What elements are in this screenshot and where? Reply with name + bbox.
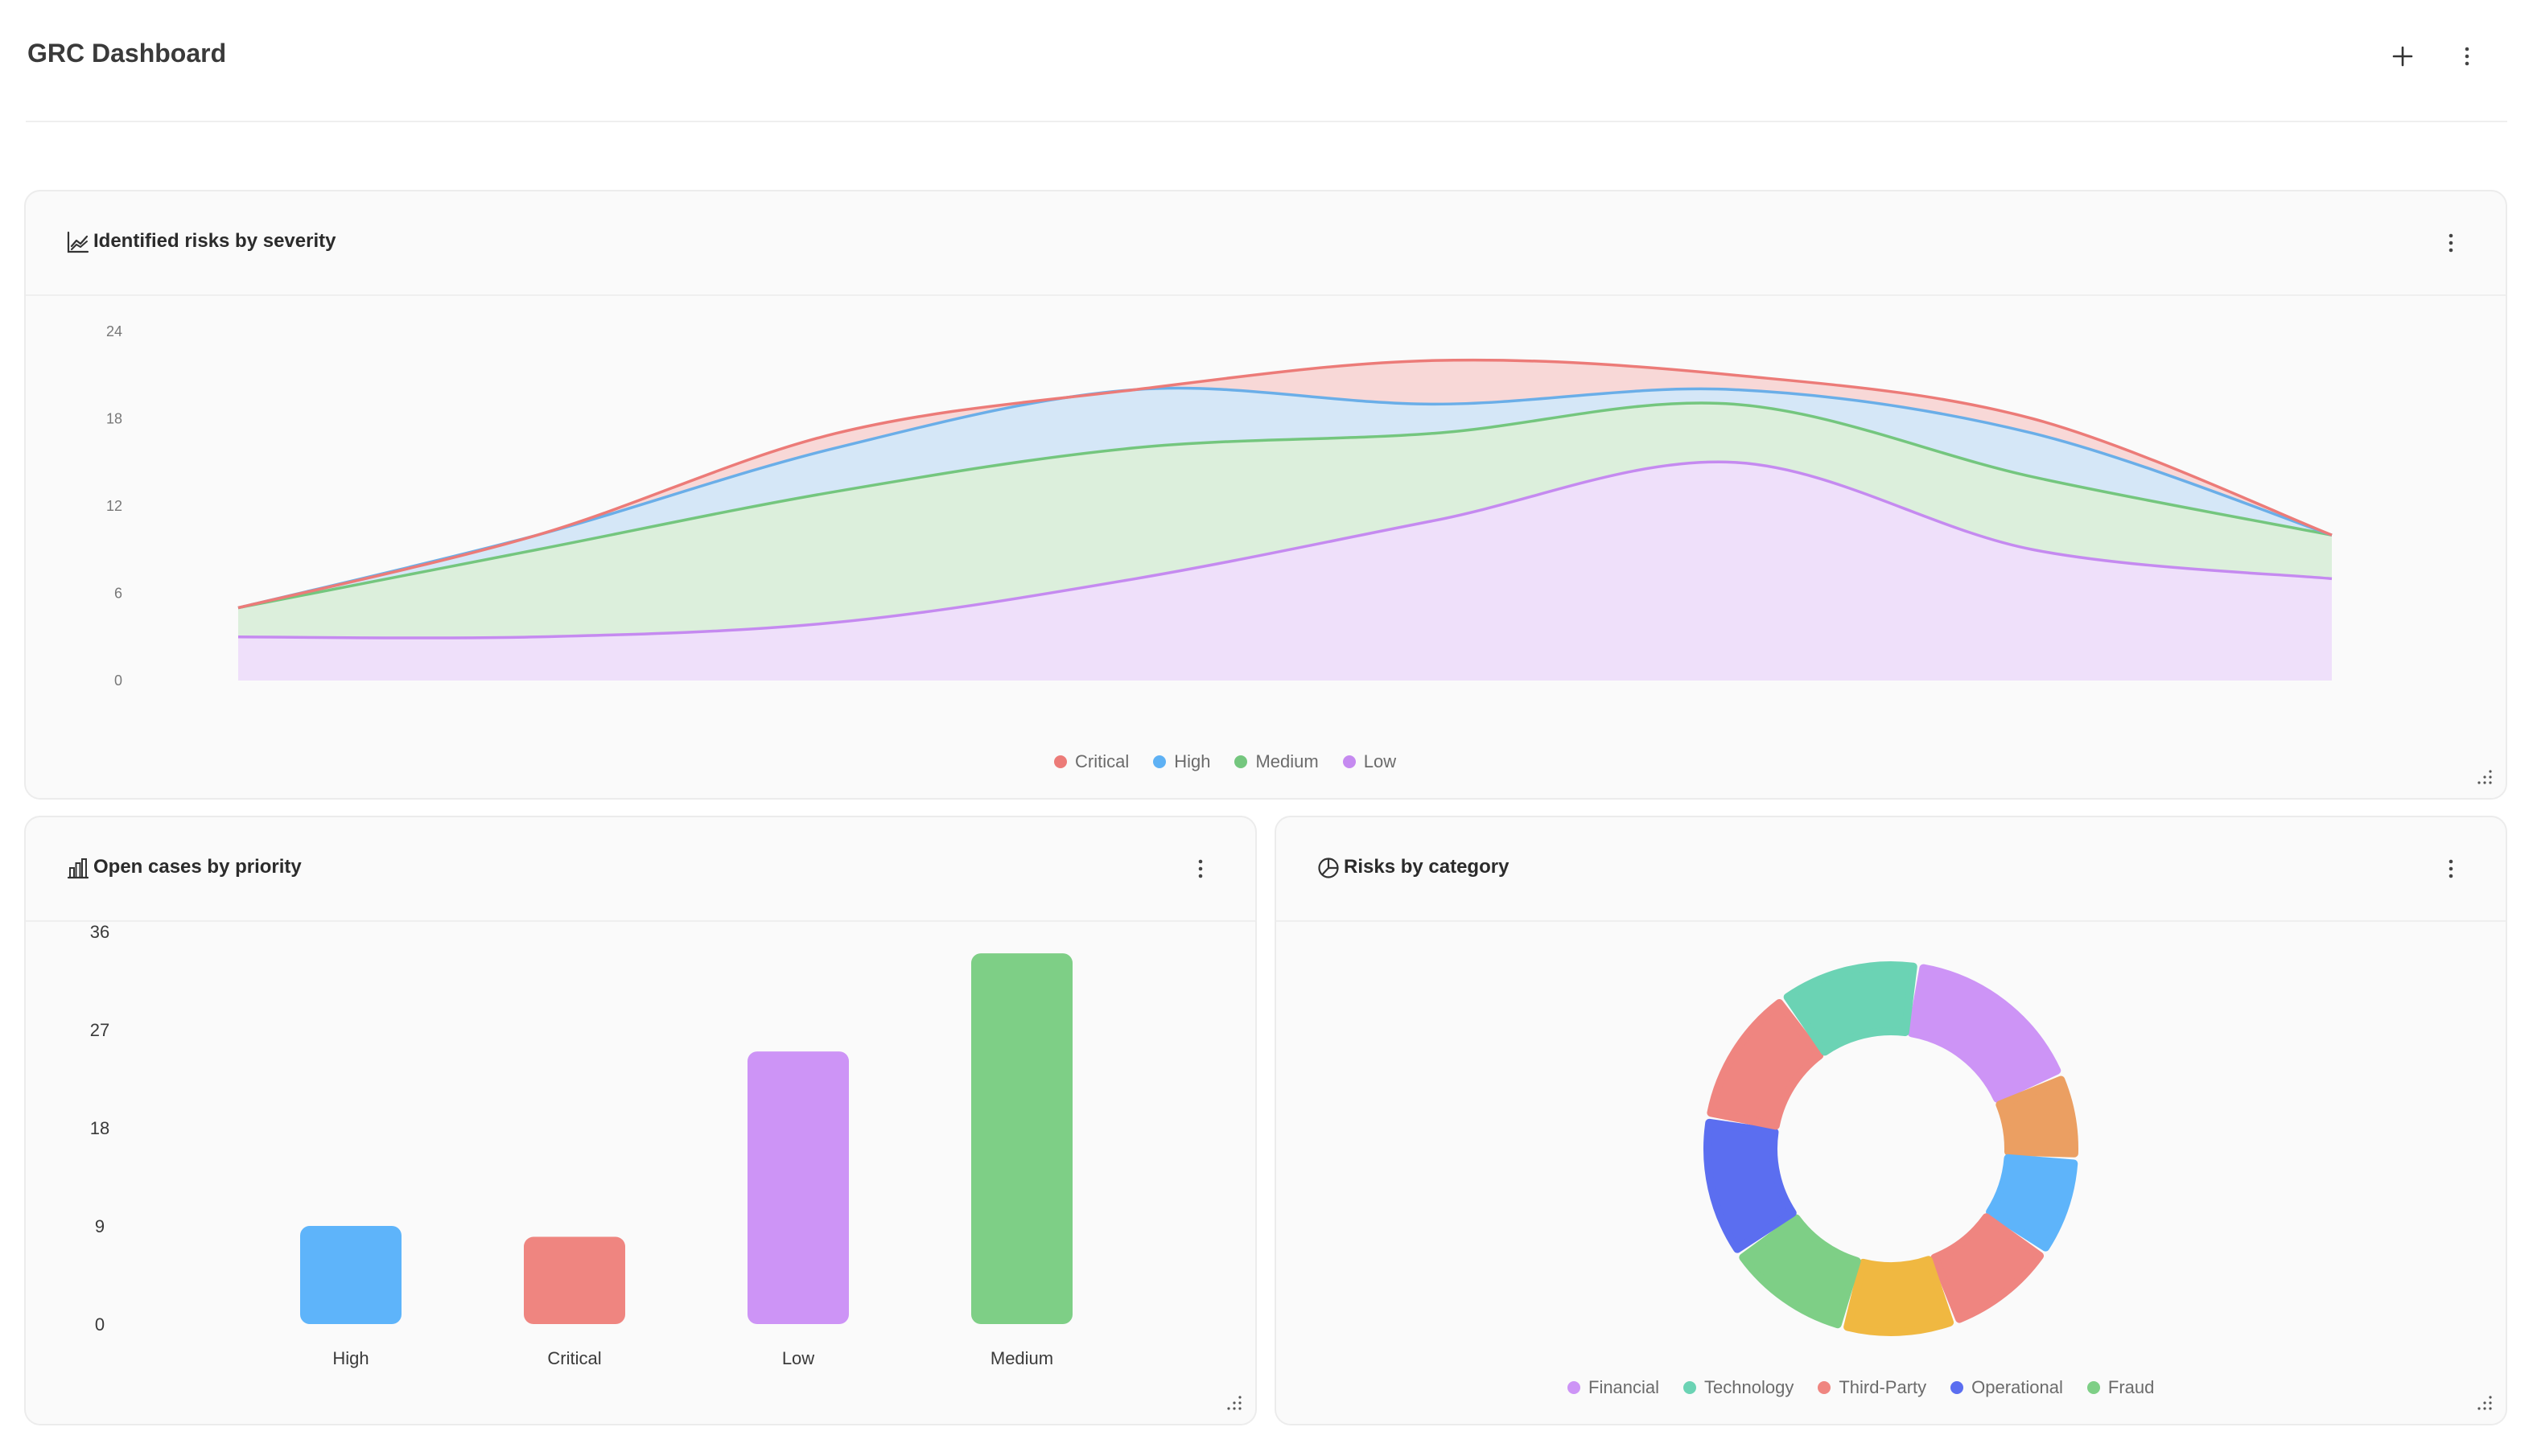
legend-label: Fraud xyxy=(2107,1377,2155,1397)
plus-icon xyxy=(2392,46,2413,67)
resize-handle[interactable] xyxy=(1226,1395,1242,1411)
severity-card-header: Identified risks by severity xyxy=(26,191,2506,296)
more-vertical-icon xyxy=(2449,233,2453,253)
legend-dot xyxy=(1683,1381,1697,1394)
y-tick-label: 9 xyxy=(95,1216,105,1236)
legend-dot xyxy=(1950,1381,1964,1394)
donut-slice[interactable] xyxy=(1703,1118,1797,1253)
y-tick-label: 18 xyxy=(106,411,122,427)
y-tick-label: 0 xyxy=(114,672,122,689)
area-chart-icon xyxy=(67,231,89,253)
severity-area-chart: 06121824Feb 24Feb 25Feb 26Feb 27Feb 28Ma… xyxy=(106,323,2333,689)
bar-chart-icon xyxy=(67,858,89,879)
category-legend-item[interactable]: Financial xyxy=(1567,1377,1659,1398)
more-vertical-icon xyxy=(2465,47,2469,66)
bar-high[interactable] xyxy=(300,1226,402,1324)
legend-dot xyxy=(2086,1381,2100,1394)
donut-slice[interactable] xyxy=(1783,961,1917,1056)
more-vertical-icon xyxy=(2449,859,2453,878)
severity-legend-item[interactable]: High xyxy=(1153,751,1210,772)
resize-handle[interactable] xyxy=(2477,1395,2493,1411)
severity-card-menu-button[interactable] xyxy=(2435,227,2467,259)
category-legend-item[interactable]: Third-Party xyxy=(1818,1377,1926,1398)
category-legend-item[interactable]: Technology xyxy=(1683,1377,1794,1398)
severity-legend-item[interactable]: Medium xyxy=(1234,751,1319,772)
more-vertical-icon xyxy=(1198,859,1203,878)
resize-handle[interactable] xyxy=(2477,769,2493,785)
legend-label: Technology xyxy=(1704,1377,1794,1397)
legend-label: Low xyxy=(1363,751,1397,771)
category-legend-item[interactable]: Operational xyxy=(1950,1377,2063,1398)
x-tick-label: Low xyxy=(782,1348,814,1368)
severity-legend-item[interactable]: Critical xyxy=(1054,751,1129,772)
category-legend: Financial Technology Third-Party Operationa… xyxy=(1567,1377,2154,1398)
x-tick-label: Critical xyxy=(547,1348,601,1368)
series-line-critical[interactable] xyxy=(237,358,2333,610)
donut-slice[interactable] xyxy=(1996,1076,2078,1158)
priority-bar-chart: 0 9 18 27 36 High Critical Low Medium xyxy=(90,922,1073,1368)
category-card: Risks by category Financial Technology Thi… xyxy=(1275,816,2507,1425)
legend-dot xyxy=(1153,755,1167,768)
legend-dot xyxy=(1818,1381,1831,1394)
severity-legend-item[interactable]: Low xyxy=(1342,751,1397,772)
legend-label: Financial xyxy=(1588,1377,1660,1397)
bar-critical[interactable] xyxy=(524,1236,625,1324)
donut-slice[interactable] xyxy=(1739,1214,1861,1329)
severity-legend: Critical High Medium Low xyxy=(1054,751,1396,772)
category-card-header: Risks by category xyxy=(1276,817,2506,922)
category-legend-item[interactable]: Fraud xyxy=(2086,1377,2155,1398)
legend-label: Medium xyxy=(1255,751,1319,771)
priority-card-menu-button[interactable] xyxy=(1184,853,1217,885)
legend-dot xyxy=(1234,755,1248,768)
priority-card-header: Open cases by priority xyxy=(26,817,1255,922)
y-tick-label: 24 xyxy=(106,323,122,339)
add-button[interactable] xyxy=(2385,39,2420,74)
category-card-menu-button[interactable] xyxy=(2435,853,2467,885)
y-tick-label: 6 xyxy=(114,586,122,602)
x-tick-label: Medium xyxy=(991,1348,1053,1368)
y-tick-label: 0 xyxy=(95,1314,105,1335)
legend-label: Operational xyxy=(1971,1377,2063,1397)
y-tick-label: 27 xyxy=(90,1020,109,1040)
card-title: Open cases by priority xyxy=(93,856,302,878)
y-tick-label: 12 xyxy=(106,498,122,514)
priority-card: Open cases by priority 0 9 18 27 36 High Criti… xyxy=(24,816,1257,1425)
area-fill-medium xyxy=(238,402,2332,639)
donut-slice[interactable] xyxy=(1930,1213,2045,1323)
donut-slice[interactable] xyxy=(1843,1256,1954,1336)
y-tick-label: 18 xyxy=(90,1118,109,1138)
legend-dot xyxy=(1567,1381,1580,1394)
donut-slice[interactable] xyxy=(1986,1154,2078,1252)
page-header: GRC Dashboard xyxy=(26,0,2507,122)
donut-slice[interactable] xyxy=(1907,964,2061,1103)
legend-label: Third-Party xyxy=(1839,1377,1927,1397)
pie-chart-icon xyxy=(1318,858,1339,878)
legend-label: Critical xyxy=(1075,751,1130,771)
y-tick-label: 36 xyxy=(90,922,109,942)
bar-low[interactable] xyxy=(748,1051,849,1324)
area-fill-low xyxy=(238,462,2332,681)
category-donut-chart xyxy=(1703,961,2078,1336)
x-tick-label: High xyxy=(332,1348,369,1368)
area-fill-high xyxy=(238,388,2332,608)
bar-medium[interactable] xyxy=(971,953,1073,1324)
donut-slice[interactable] xyxy=(1707,998,1824,1130)
card-title: Identified risks by severity xyxy=(93,230,336,252)
severity-card: Identified risks by severity 06121824Feb… xyxy=(24,190,2507,800)
series-line-low[interactable] xyxy=(237,460,2333,640)
dashboard-menu-button[interactable] xyxy=(2449,39,2485,74)
series-line-medium[interactable] xyxy=(237,401,2333,610)
page-title: GRC Dashboard xyxy=(27,39,227,68)
legend-dot xyxy=(1054,755,1067,768)
card-title: Risks by category xyxy=(1344,856,1510,878)
legend-dot xyxy=(1342,755,1356,768)
legend-label: High xyxy=(1174,751,1211,771)
